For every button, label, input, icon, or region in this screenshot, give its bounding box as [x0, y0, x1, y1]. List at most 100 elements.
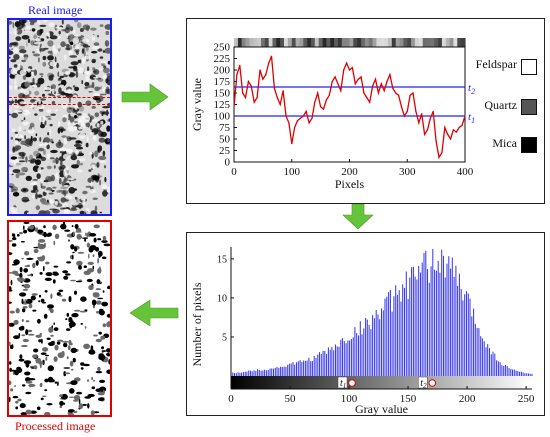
grain [99, 211, 103, 214]
grain [45, 115, 51, 118]
strip-cell [234, 38, 239, 47]
gray-value-point [322, 108, 325, 110]
y-tick-label: 150 [214, 88, 231, 100]
mica-grain [101, 240, 108, 243]
quartz-grain [42, 395, 47, 398]
light-grain [83, 70, 91, 75]
grain [49, 65, 54, 70]
light-grain [86, 136, 89, 143]
light-grain [19, 53, 24, 58]
grain [12, 192, 20, 197]
quartz-grain [91, 376, 93, 381]
light-grain [9, 169, 13, 177]
grain [40, 198, 47, 203]
strip-cell [411, 38, 416, 47]
threshold-label-box-t1 [337, 376, 348, 389]
mica-grain [106, 353, 110, 357]
grain [25, 156, 28, 163]
light-grain [89, 132, 95, 135]
grain [52, 186, 57, 189]
mica-grain [52, 279, 56, 284]
gray-value-point [464, 115, 466, 117]
quartz-grain [9, 341, 11, 346]
light-grain [23, 89, 30, 95]
quartz-grain [100, 335, 106, 340]
mica-grain [66, 312, 70, 317]
mica-grain [63, 402, 66, 405]
y-tick-label: 250 [214, 42, 231, 54]
grain [80, 141, 83, 144]
processed-image-caption: Processed image [15, 419, 96, 433]
light-grain [92, 135, 97, 141]
real-image [7, 18, 112, 216]
quartz-grain [39, 332, 42, 336]
threshold-label-t1: t1 [468, 111, 475, 125]
gray-value-point [400, 106, 403, 108]
mica-grain [46, 337, 51, 340]
grain [29, 154, 33, 161]
gray-value-point [282, 90, 284, 92]
quartz-grain [86, 232, 88, 239]
quartz-grain [95, 300, 102, 305]
gray-value-point [372, 85, 374, 87]
gray-value-point [279, 103, 281, 106]
grain [88, 169, 92, 172]
grain [74, 114, 77, 119]
quartz-grain [83, 270, 91, 275]
quartz-grain [31, 293, 38, 296]
grain [84, 82, 90, 87]
x-tick-label: 150 [400, 393, 417, 405]
mica-grain [91, 299, 97, 306]
light-grain [101, 86, 106, 92]
quartz-grain [9, 239, 13, 242]
grain [21, 166, 29, 173]
mica-grain [78, 265, 82, 270]
grain [65, 92, 73, 99]
gray-value-point [239, 64, 241, 66]
gray-value-point [299, 117, 301, 119]
mica-grain [20, 240, 25, 243]
light-grain [57, 45, 61, 49]
gray-value-point [455, 131, 457, 133]
threshold-label-t1: t1 [340, 378, 346, 390]
gray-value-point [369, 101, 371, 103]
mica-grain [74, 290, 77, 295]
light-grain [40, 178, 43, 184]
mica-grain [23, 222, 30, 224]
mica-grain [91, 386, 96, 390]
grain [33, 150, 40, 157]
gray-value-point [343, 69, 345, 71]
quartz-grain [54, 344, 59, 351]
mica-grain [101, 256, 107, 260]
light-grain [63, 137, 68, 145]
strip-cell [403, 38, 408, 47]
grain [38, 57, 40, 63]
light-grain [91, 34, 95, 41]
strip-cell [349, 38, 354, 47]
mica-grain [63, 367, 71, 369]
grain [103, 67, 110, 74]
quartz-grain [70, 368, 74, 371]
quartz-grain [61, 340, 69, 343]
strip-cell [299, 38, 304, 47]
gray-value-point [351, 67, 353, 69]
grain [64, 27, 70, 34]
grain [92, 197, 98, 200]
quartz-grain [87, 261, 94, 265]
mica-grain [72, 254, 74, 260]
grain [79, 162, 84, 166]
light-grain [74, 103, 78, 110]
strip-cell [330, 38, 335, 47]
light-grain [74, 45, 80, 50]
mica-grain [38, 294, 42, 298]
strip-cell [461, 38, 466, 47]
grain [24, 135, 26, 140]
mica-grain [13, 259, 20, 265]
mica-grain [92, 265, 95, 270]
grain [56, 190, 62, 193]
grain [49, 94, 52, 96]
grain [39, 45, 42, 53]
grain [16, 22, 24, 29]
mica-grain [13, 335, 20, 340]
light-grain [59, 147, 67, 152]
